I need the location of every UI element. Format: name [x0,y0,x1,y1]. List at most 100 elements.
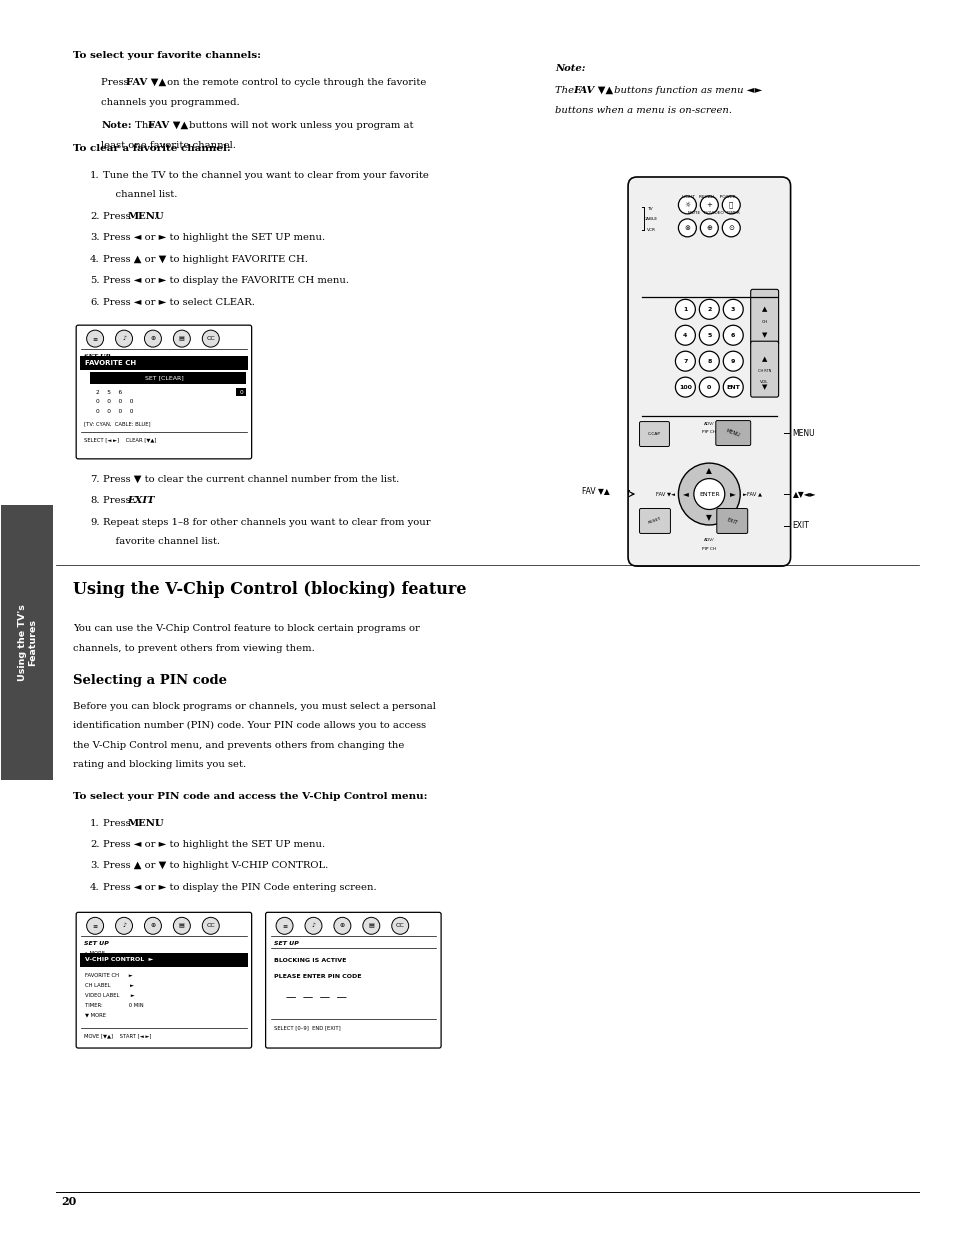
Text: buttons when a menu is on-screen.: buttons when a menu is on-screen. [555,106,731,115]
Text: ≡: ≡ [282,924,287,929]
FancyBboxPatch shape [265,913,440,1049]
Text: Press ◄ or ► to highlight the SET UP menu.: Press ◄ or ► to highlight the SET UP men… [103,233,325,242]
Text: RESET: RESET [647,516,661,525]
Text: ADV/: ADV/ [703,422,714,426]
Circle shape [202,330,219,347]
Circle shape [305,918,321,935]
Text: 1.: 1. [90,819,100,827]
Text: CH LABEL            ►: CH LABEL ► [85,983,134,988]
Text: ▼: ▼ [761,332,766,338]
Bar [80,356,248,370]
Text: Using the TV's
Features: Using the TV's Features [17,604,37,682]
Circle shape [202,918,219,935]
Text: Press ◄ or ► to display the FAVORITE CH menu.: Press ◄ or ► to display the FAVORITE CH … [103,277,349,285]
Text: 0    0    0    0: 0 0 0 0 [96,410,133,415]
Text: Selecting a PIN code: Selecting a PIN code [73,674,227,687]
FancyBboxPatch shape [639,509,670,534]
Bar [80,952,248,967]
Text: Press: Press [103,212,133,221]
Text: 2    5    6: 2 5 6 [96,389,122,394]
Text: FAV ▼▲: FAV ▼▲ [126,78,166,88]
Text: TIMER:                0 MIN: TIMER: 0 MIN [85,1003,144,1008]
Text: ▼: ▼ [705,513,712,522]
Circle shape [87,330,104,347]
Circle shape [699,377,719,398]
Text: VIDEO LABEL       ►: VIDEO LABEL ► [85,993,134,998]
Bar [236,388,246,396]
Text: 0: 0 [239,389,243,394]
Text: 3: 3 [730,306,735,311]
Circle shape [722,351,742,372]
Text: SET UP: SET UP [84,354,111,359]
FancyBboxPatch shape [750,341,778,398]
Circle shape [699,351,719,372]
Text: ⊙: ⊙ [727,225,734,231]
Text: You can use the V-Chip Control feature to block certain programs or: You can use the V-Chip Control feature t… [73,625,419,634]
Text: least one favorite channel.: least one favorite channel. [101,141,235,149]
Circle shape [722,325,742,346]
Text: channels, to prevent others from viewing them.: channels, to prevent others from viewing… [73,643,314,653]
Text: Tune the TV to the channel you want to clear from your favorite: Tune the TV to the channel you want to c… [103,170,429,180]
Text: ▼ MORE: ▼ MORE [85,1013,106,1018]
Text: FAV ▼◄: FAV ▼◄ [656,492,675,496]
Text: 3.: 3. [90,862,99,871]
Text: 7.: 7. [90,474,99,484]
Text: 9: 9 [730,358,735,363]
Text: 100: 100 [679,384,691,389]
Text: Before you can block programs or channels, you must select a personal: Before you can block programs or channel… [73,701,436,711]
Circle shape [675,351,695,372]
Text: ▤: ▤ [368,924,374,929]
Text: The: The [555,86,577,95]
Text: LIGHT   RECALL   POWER: LIGHT RECALL POWER [681,195,736,199]
Circle shape [392,918,408,935]
Text: ≡: ≡ [92,924,97,929]
FancyBboxPatch shape [750,289,778,346]
Text: Press ▲ or ▼ to highlight FAVORITE CH.: Press ▲ or ▼ to highlight FAVORITE CH. [103,254,308,264]
Text: SET UP: SET UP [84,941,109,946]
Text: PIP CH: PIP CH [701,430,716,433]
Text: CC: CC [206,924,215,929]
Text: ▤: ▤ [179,924,185,929]
Text: channels you programmed.: channels you programmed. [101,98,239,106]
Text: The: The [132,121,157,130]
Text: ⊕: ⊕ [339,924,345,929]
Text: MENU: MENU [725,429,740,438]
Text: ▤: ▤ [179,336,185,341]
Text: CC: CC [395,924,404,929]
Circle shape [144,330,161,347]
Text: +: + [705,203,712,207]
Text: Press: Press [101,78,132,88]
Text: C.CAP: C.CAP [647,432,660,436]
Text: 9.: 9. [90,517,99,526]
Text: .: . [149,496,152,505]
FancyBboxPatch shape [76,913,252,1049]
Text: Note:: Note: [555,64,584,73]
Text: ▼: ▼ [761,384,766,390]
Text: ♪: ♪ [122,336,126,341]
Text: 6: 6 [730,332,735,337]
Circle shape [173,918,191,935]
Text: 2.: 2. [90,840,99,848]
Text: 4.: 4. [90,883,100,892]
Text: channel list.: channel list. [103,190,177,200]
Text: favorite channel list.: favorite channel list. [103,537,220,546]
Text: CH: CH [760,320,767,325]
Text: on the remote control to cycle through the favorite: on the remote control to cycle through t… [164,78,426,88]
Text: ⊕: ⊕ [151,924,155,929]
Text: 8: 8 [706,358,711,363]
Circle shape [675,377,695,398]
Text: Press ◄ or ► to display the PIN Code entering screen.: Press ◄ or ► to display the PIN Code ent… [103,883,376,892]
Text: BLOCKING IS ACTIVE: BLOCKING IS ACTIVE [274,958,346,963]
Text: rating and blocking limits you set.: rating and blocking limits you set. [73,761,246,769]
Text: VCR: VCR [646,228,656,232]
Text: CC: CC [206,336,215,341]
Circle shape [115,918,132,935]
Text: Press ◄ or ► to highlight the SET UP menu.: Press ◄ or ► to highlight the SET UP men… [103,840,325,848]
Circle shape [722,377,742,398]
Text: 1: 1 [682,306,687,311]
Text: ⊕: ⊕ [705,225,712,231]
Circle shape [699,299,719,320]
Circle shape [115,330,132,347]
Text: 2: 2 [706,306,711,311]
Text: FAV ▼▲: FAV ▼▲ [573,86,613,95]
